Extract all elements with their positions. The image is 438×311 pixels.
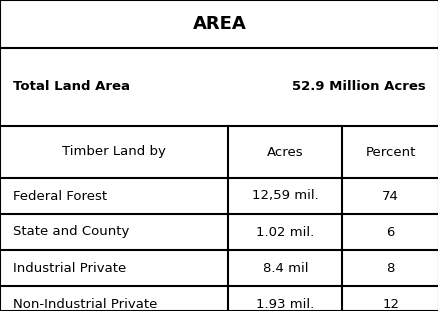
Text: State and County: State and County [13,225,129,239]
Text: 1.93 mil.: 1.93 mil. [256,298,314,310]
Text: Acres: Acres [266,146,303,159]
Text: Non-Industrial Private: Non-Industrial Private [13,298,157,310]
Text: Industrial Private: Industrial Private [13,262,126,275]
Text: Percent: Percent [365,146,415,159]
Text: 12,59 mil.: 12,59 mil. [251,189,318,202]
Text: 74: 74 [381,189,398,202]
Text: 52.9 Million Acres: 52.9 Million Acres [291,81,425,94]
Text: Timber Land by: Timber Land by [62,146,166,159]
Text: 8.4 mil: 8.4 mil [262,262,307,275]
Text: 12: 12 [381,298,398,310]
Text: AREA: AREA [192,15,246,33]
Text: 6: 6 [385,225,394,239]
Text: 1.02 mil.: 1.02 mil. [256,225,314,239]
Text: Total Land Area: Total Land Area [13,81,130,94]
Text: 8: 8 [385,262,394,275]
Text: Federal Forest: Federal Forest [13,189,107,202]
